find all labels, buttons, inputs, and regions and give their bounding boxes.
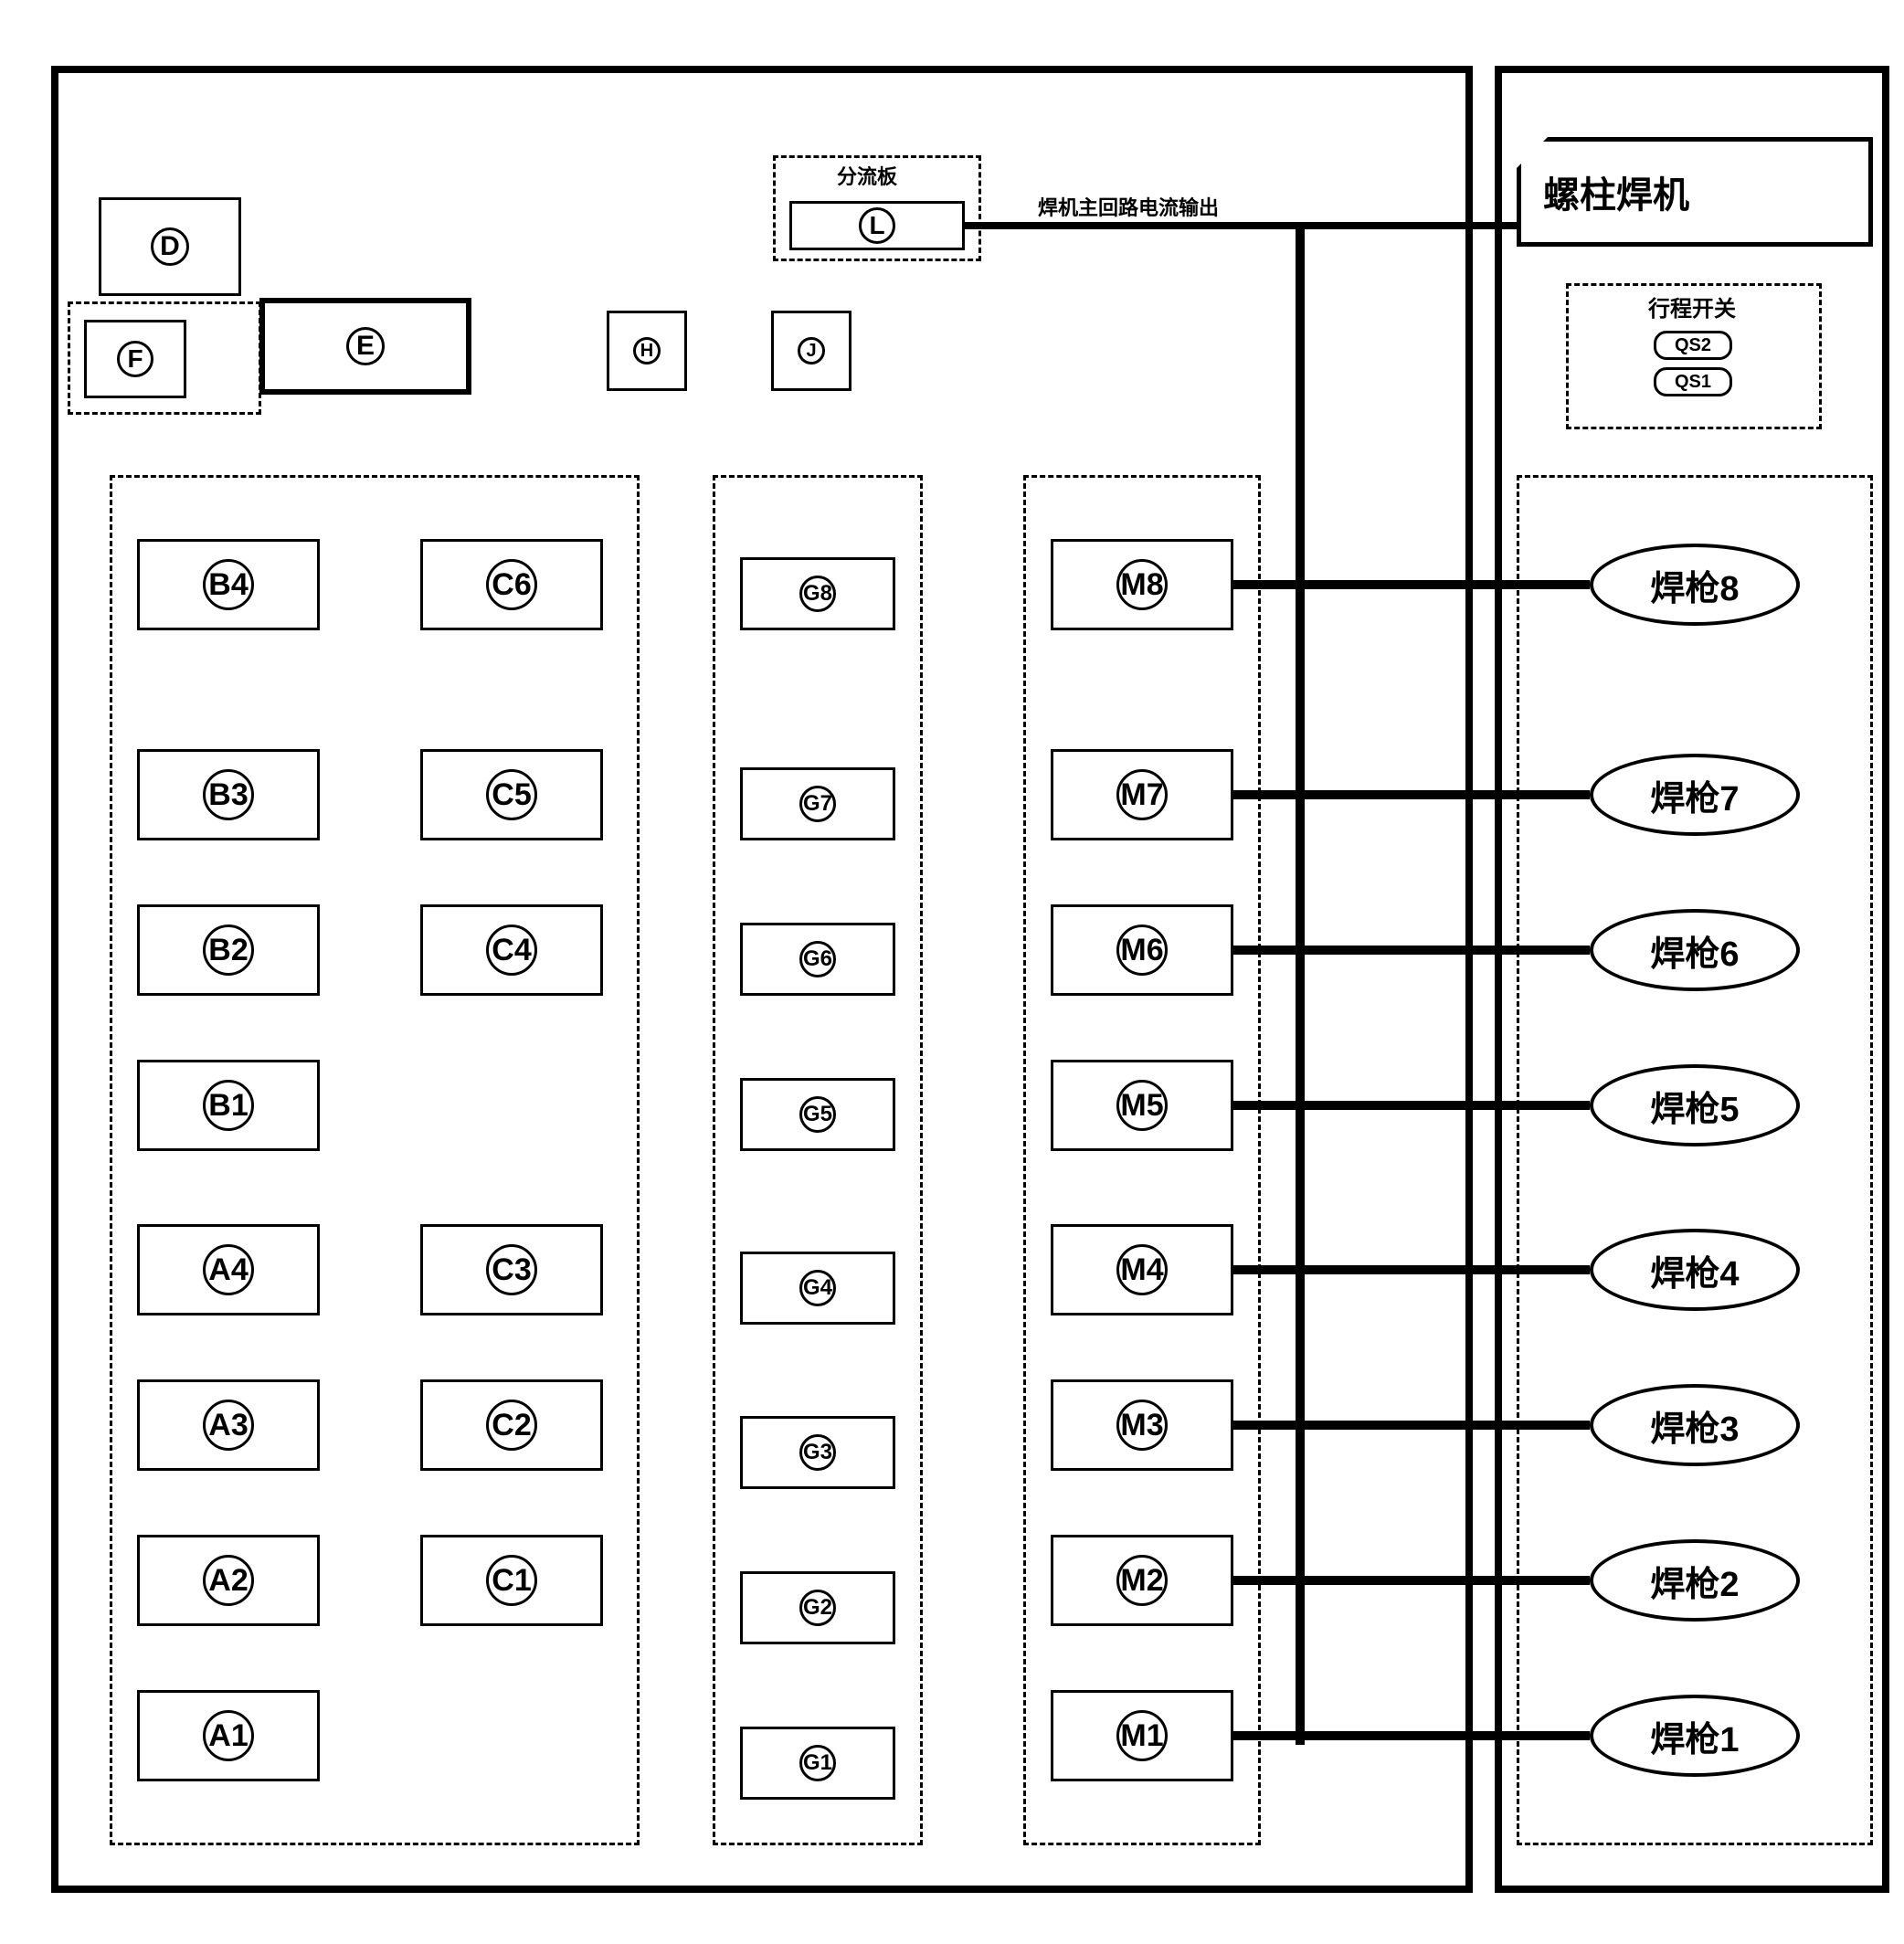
comp-b4: B4	[137, 539, 320, 630]
gun-3: 焊枪3	[1590, 1384, 1800, 1466]
box-d: D	[99, 197, 241, 296]
comp-c5: C5	[420, 749, 603, 840]
comp-b1: B1	[137, 1060, 320, 1151]
comp-b2: B2	[137, 904, 320, 996]
box-f: F	[84, 320, 186, 398]
comp-g8: G8	[740, 557, 895, 630]
gun-1: 焊枪1	[1590, 1695, 1800, 1777]
dashed-column-4	[1517, 475, 1873, 1845]
comp-a2: A2	[137, 1535, 320, 1626]
comp-c3: C3	[420, 1224, 603, 1315]
gun-8: 焊枪8	[1590, 544, 1800, 626]
comp-g2: G2	[740, 1571, 895, 1644]
comp-m1: M1	[1051, 1690, 1233, 1781]
box-h: H	[607, 311, 687, 391]
dashed-column-3	[1023, 475, 1261, 1845]
comp-g7: G7	[740, 767, 895, 840]
comp-m8: M8	[1051, 539, 1233, 630]
switch-qs2: QS2	[1654, 331, 1732, 360]
gun-6: 焊枪6	[1590, 909, 1800, 991]
comp-c6: C6	[420, 539, 603, 630]
comp-c4: C4	[420, 904, 603, 996]
comp-g6: G6	[740, 923, 895, 996]
comp-g4: G4	[740, 1252, 895, 1325]
comp-m2: M2	[1051, 1535, 1233, 1626]
comp-a1: A1	[137, 1690, 320, 1781]
comp-m5: M5	[1051, 1060, 1233, 1151]
box-j: J	[771, 311, 852, 391]
comp-b3: B3	[137, 749, 320, 840]
gun-7: 焊枪7	[1590, 754, 1800, 836]
comp-g3: G3	[740, 1416, 895, 1489]
comp-a3: A3	[137, 1379, 320, 1471]
comp-c1: C1	[420, 1535, 603, 1626]
comp-m6: M6	[1051, 904, 1233, 996]
comp-g5: G5	[740, 1078, 895, 1151]
comp-m7: M7	[1051, 749, 1233, 840]
welder-box: 螺柱焊机	[1517, 137, 1873, 247]
comp-c2: C2	[420, 1379, 603, 1471]
gun-2: 焊枪2	[1590, 1539, 1800, 1622]
box-e: E	[259, 298, 471, 395]
comp-m3: M3	[1051, 1379, 1233, 1471]
gun-5: 焊枪5	[1590, 1064, 1800, 1146]
comp-a4: A4	[137, 1224, 320, 1315]
comp-g1: G1	[740, 1727, 895, 1800]
comp-m4: M4	[1051, 1224, 1233, 1315]
gun-4: 焊枪4	[1590, 1229, 1800, 1311]
diagram-canvas: 分流板L焊机主回路电流输出螺柱焊机行程开关QS2QS1DEFHJA1A2A3A4…	[18, 18, 1904, 1926]
switch-qs1: QS1	[1654, 367, 1732, 396]
dashed-column-1	[110, 475, 640, 1845]
